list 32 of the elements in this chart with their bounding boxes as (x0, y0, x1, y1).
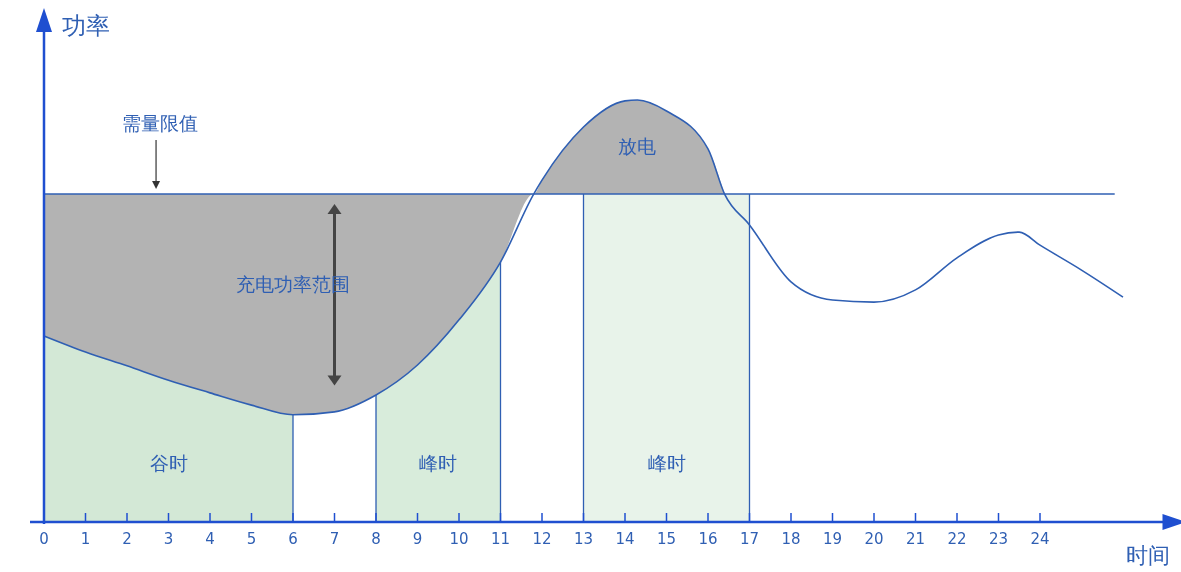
x-tick-label: 1 (80, 530, 91, 548)
x-tick-label: 17 (739, 530, 760, 548)
x-tick-label: 0 (39, 530, 49, 548)
x-tick-label: 4 (205, 530, 215, 548)
annotation: 放电 (618, 134, 657, 157)
band-label: 谷时 (149, 452, 188, 474)
y-axis-title: 功率 (62, 12, 110, 40)
x-tick-label: 15 (656, 530, 677, 548)
x-tick-label: 13 (573, 530, 594, 548)
x-tick-label: 11 (490, 530, 511, 548)
x-tick-label: 18 (781, 530, 801, 548)
x-tick-label: 20 (864, 530, 884, 548)
x-tick-label: 5 (246, 530, 257, 548)
x-tick-label: 23 (988, 530, 1009, 548)
x-tick-label: 19 (822, 530, 843, 548)
x-tick-label: 21 (905, 530, 926, 548)
x-axis-title: 时间 (1126, 543, 1170, 568)
band-label: 峰时 (647, 452, 686, 474)
x-tick-label: 14 (615, 530, 635, 548)
x-tick-label: 22 (947, 530, 967, 548)
ref-line-label: 需量限值 (122, 112, 199, 135)
band-label: 峰时 (419, 452, 458, 474)
x-tick-label: 7 (329, 530, 340, 548)
x-tick-label: 8 (371, 530, 381, 548)
x-tick-label: 2 (122, 530, 132, 548)
x-tick-label: 24 (1030, 530, 1050, 548)
x-tick-label: 9 (412, 530, 423, 548)
x-tick-label: 3 (163, 530, 174, 548)
x-tick-label: 6 (288, 530, 298, 548)
x-tick-label: 12 (532, 530, 552, 548)
x-tick-label: 10 (449, 530, 469, 548)
x-tick-label: 16 (698, 530, 718, 548)
